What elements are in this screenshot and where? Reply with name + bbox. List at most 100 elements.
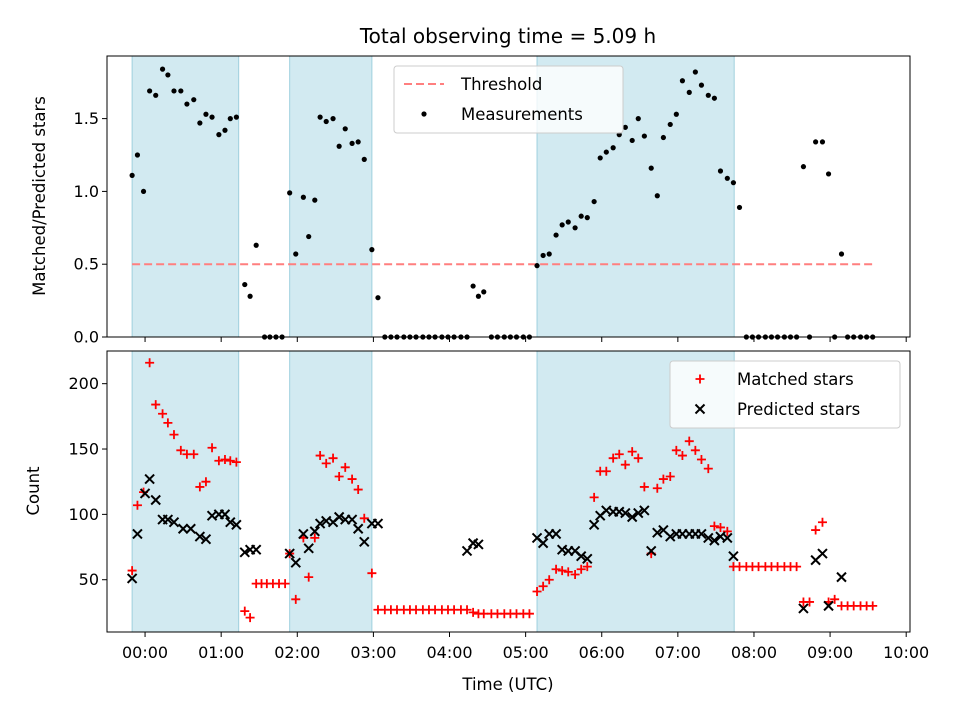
matched-star-point [280, 579, 290, 589]
measurement-point [242, 281, 248, 288]
x-tick-label: 08:00 [731, 643, 777, 662]
matched-star-point [633, 453, 643, 463]
matched-star-point [639, 482, 649, 492]
matched-star-point [328, 453, 338, 463]
measurement-point [622, 124, 628, 130]
predicted-star-point [550, 528, 562, 540]
measurement-point [233, 114, 239, 120]
matched-star-point [367, 568, 377, 578]
y-tick-label: 0.0 [74, 328, 99, 347]
matched-star-point [538, 581, 548, 591]
matched-star-point [315, 451, 325, 461]
matched-star-point [240, 606, 250, 616]
matched-star-point [715, 522, 725, 532]
matched-star-point [589, 492, 599, 502]
matched-star-point [310, 533, 320, 543]
matched-star-point [696, 454, 706, 464]
measurement-point [336, 143, 342, 149]
measurement-point [591, 198, 597, 205]
predicted-star-point [836, 571, 847, 583]
predicted-star-point [200, 533, 212, 545]
matched-star-point [145, 358, 155, 368]
matched-star-point [570, 569, 580, 579]
matched-star-point [201, 477, 211, 487]
matched-star-point [231, 457, 241, 467]
predicted-star-point [588, 519, 600, 531]
matched-star-point [563, 567, 573, 577]
y-tick-label: 0.5 [74, 255, 99, 274]
predicted-star-point [817, 548, 828, 559]
predicted-star-point [231, 519, 242, 531]
x-tick-label: 02:00 [274, 643, 320, 662]
measurement-point [184, 101, 190, 107]
measurement-point [317, 114, 323, 120]
matched-star-point [709, 521, 719, 531]
observing-window-band [131, 55, 240, 338]
axes-frame [106, 55, 911, 338]
predicted-star-point [646, 545, 657, 557]
bottom-x-axis-label: Time (UTC) [461, 675, 553, 694]
legend-box [669, 360, 901, 429]
predicted-star-point [290, 557, 301, 568]
matched-star-point [291, 594, 301, 604]
measurement-point [323, 118, 329, 125]
predicted-star-point [652, 527, 663, 538]
measurement-point [361, 156, 367, 162]
matched-star-point [207, 443, 217, 453]
measurement-point [369, 247, 375, 253]
measurement-point [698, 82, 705, 88]
matched-star-point [805, 597, 815, 607]
predicted-star-point [639, 505, 650, 516]
measurement-point [819, 139, 826, 145]
top-chart-title: Total observing time = 5.09 h [359, 24, 656, 48]
matched-star-point [479, 609, 489, 619]
measurement-point [736, 204, 743, 211]
matched-star-point [353, 485, 363, 495]
predicted-star-point [703, 532, 714, 544]
measurement-point [253, 242, 259, 248]
matched-star-point [684, 436, 694, 446]
predicted-star-point [314, 518, 326, 529]
matched-star-point [304, 572, 314, 582]
predicted-star-point [250, 544, 262, 555]
predicted-star-point [665, 531, 676, 542]
measurement-point [553, 232, 559, 238]
measurement-point [165, 72, 171, 78]
matched-star-point [347, 474, 357, 484]
matched-star-point [468, 607, 478, 617]
matched-star-point [868, 601, 878, 611]
matched-star-point [340, 462, 350, 472]
matched-star-point [158, 409, 168, 419]
predicted-star-point [168, 517, 180, 528]
predicted-star-point [575, 550, 587, 562]
measurement-point [724, 175, 730, 181]
x-tick-label: 01:00 [198, 643, 244, 662]
measurement-point [692, 69, 698, 75]
matched-star-point [551, 564, 561, 574]
y-tick-label: 150 [68, 440, 99, 459]
matched-star-point [151, 400, 161, 410]
measurement-point [330, 116, 336, 122]
predicted-star-point [537, 537, 549, 549]
predicted-star-point [352, 523, 364, 534]
measurement-point [660, 134, 666, 141]
matched-star-point [176, 445, 186, 455]
measurement-point [222, 127, 228, 133]
predicted-star-point [150, 494, 161, 506]
measurement-point [306, 233, 312, 240]
matched-star-point [690, 445, 700, 455]
measurement-point [140, 188, 147, 195]
top-panel: 0.0 0.5 1.0 1.5 Threshold Measurements [74, 55, 911, 347]
legend-predicted-label: Predicted stars [737, 400, 860, 419]
predicted-star-point [126, 573, 138, 584]
matched-star-point [652, 483, 662, 493]
predicted-star-point [709, 535, 720, 546]
y-tick-label: 100 [68, 505, 99, 524]
measurement-point [800, 164, 807, 170]
measurement-point [565, 219, 571, 225]
predicted-star-point [696, 528, 707, 540]
matched-star-point [722, 526, 732, 536]
x-tick-label: 09:00 [807, 643, 853, 662]
x-tick-label: 00:00 [122, 643, 168, 662]
matched-star-point [665, 471, 675, 481]
